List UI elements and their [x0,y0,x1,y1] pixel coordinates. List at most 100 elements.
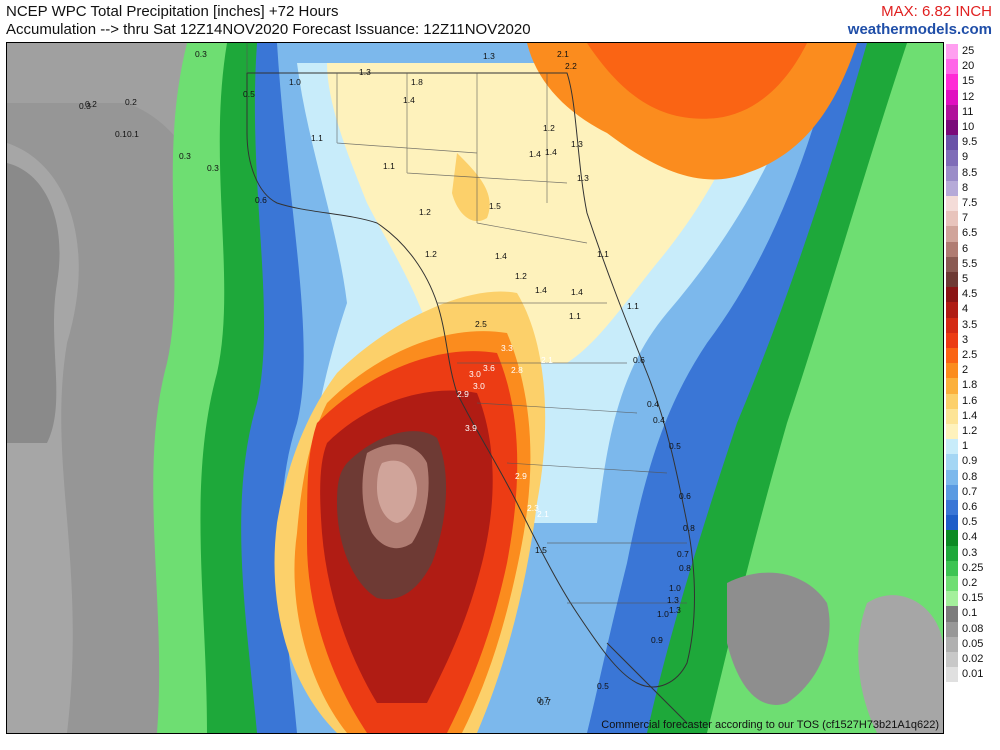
legend-label: 6 [962,242,969,255]
legend-entry: 0.08 [946,621,1000,637]
max-value: MAX: 6.82 INCH [881,3,992,20]
map-value-label: 2.9 [515,471,527,481]
legend-entry: 3 [946,332,1000,348]
map-value-label: 1.0 [657,609,669,619]
map-value-label: 2.1 [537,509,549,519]
legend-entry: 8 [946,180,1000,196]
legend-entry: 0.1 [946,606,1000,622]
keys-outline [606,642,688,724]
legend-swatch [946,591,958,607]
legend-entry: 12 [946,89,1000,105]
legend-label: 8.5 [962,166,978,179]
legend-swatch [946,272,958,288]
legend-label: 0.02 [962,653,984,665]
legend-swatch [946,89,958,105]
legend-label: 3.5 [962,318,978,331]
legend-swatch [946,226,958,242]
map-value-label: 2.1 [541,355,553,365]
legend-swatch [946,104,958,120]
legend-entry: 5 [946,272,1000,288]
legend-entry: 0.5 [946,515,1000,531]
gray-patch-east2 [858,595,943,733]
map-value-label: 0.4 [647,399,659,409]
legend-entry: 9.5 [946,135,1000,151]
legend-entry: 0.7 [946,484,1000,500]
map-value-label: 2.8 [511,365,523,375]
legend-label: 6.5 [962,227,978,240]
legend-swatch [946,302,958,318]
gulf-rain-max [377,460,417,523]
map-value-label: 2.5 [475,319,487,329]
gray-patch-east [727,572,830,705]
map-value-label: 0.6 [679,491,691,501]
legend-swatch [946,576,958,592]
florida-outline [246,72,695,688]
legend-swatch [946,606,958,622]
legend-label: 1.6 [962,394,978,407]
legend-swatch [946,530,958,546]
map-value-label: 0.7 [677,549,689,559]
legend-entry: 0.8 [946,469,1000,485]
legend-entry: 1.6 [946,393,1000,409]
legend-swatch [946,515,958,531]
map-value-label: 0.5 [597,681,609,691]
map-value-label: 0.7 [539,697,551,707]
color-legend: 25 20 15 12 11 10 9.5 9 8.5 8 7.5 7 6.5 6 5.5 5 4.5 4 3.5 3… [946,44,1000,698]
legend-entry: 0.02 [946,652,1000,668]
map-value-label: 0.3 [195,49,207,59]
legend-label: 0.08 [962,622,984,635]
map-value-label: 1.2 [419,207,431,217]
legend-label: 1 [962,440,969,453]
map-value-label: 0.2 [125,97,137,107]
legend-swatch [946,59,958,75]
legend-label: 12 [962,90,975,103]
legend-swatch [946,120,958,136]
legend-swatch [946,545,958,561]
legend-swatch [946,408,958,424]
legend-swatch [946,348,958,364]
legend-label: 25 [962,45,975,57]
legend-entry: 5.5 [946,256,1000,272]
map-value-label: 3.6 [483,363,495,373]
map-value-label: 0.7 [537,695,549,705]
legend-label: 1.4 [962,409,978,422]
legend-entry: 6 [946,241,1000,257]
legend-label: 2 [962,364,969,377]
legend-entry: 0.15 [946,591,1000,607]
map-value-label: 0.1 [115,129,127,139]
precipitation-map[interactable]: 0.3 0.2 0.3 0.2 0.1 0.1 0.5 0.3 0.3 0.6 1.0 1.3 1.8 1… [6,42,944,734]
legend-label: 11 [962,105,974,118]
map-value-labels: 0.30.20.3 0.20.1 0.10.50.30.30.61.01.31.81… [79,49,695,707]
legend-label: 7 [962,212,969,225]
legend-swatch [946,180,958,196]
map-value-label: 2.9 [457,389,469,399]
legend-entry: 0.01 [946,667,1000,683]
legend-entry: 25 [946,44,1000,60]
site-link[interactable]: weathermodels.com [847,21,992,38]
legend-entry: 6.5 [946,226,1000,242]
legend-swatch [946,667,958,683]
legend-label: 0.6 [962,501,978,513]
map-value-label: 1.4 [495,251,507,261]
map-value-label: 1.5 [489,201,501,211]
legend-label: 0.05 [962,637,984,650]
legend-swatch [946,74,958,90]
legend-entry: 7 [946,211,1000,227]
map-subtitle: Accumulation --> thru Sat 12Z14NOV2020 F… [6,21,531,38]
legend-swatch [946,287,958,303]
legend-label: 0.25 [962,561,984,574]
county-lines [246,43,687,604]
legend-entry: 4 [946,302,1000,318]
map-value-label: 1.1 [383,161,395,171]
legend-entry: 0.4 [946,530,1000,546]
legend-label: 4 [962,303,969,316]
legend-entry: 2 [946,363,1000,379]
map-value-label: 1.1 [569,311,581,321]
legend-swatch [946,484,958,500]
legend-swatch [946,256,958,272]
legend-entry: 0.05 [946,636,1000,652]
legend-label: 1.8 [962,379,978,392]
legend-label: 0.15 [962,592,984,605]
legend-swatch [946,211,958,227]
map-value-label: 1.2 [543,123,555,133]
